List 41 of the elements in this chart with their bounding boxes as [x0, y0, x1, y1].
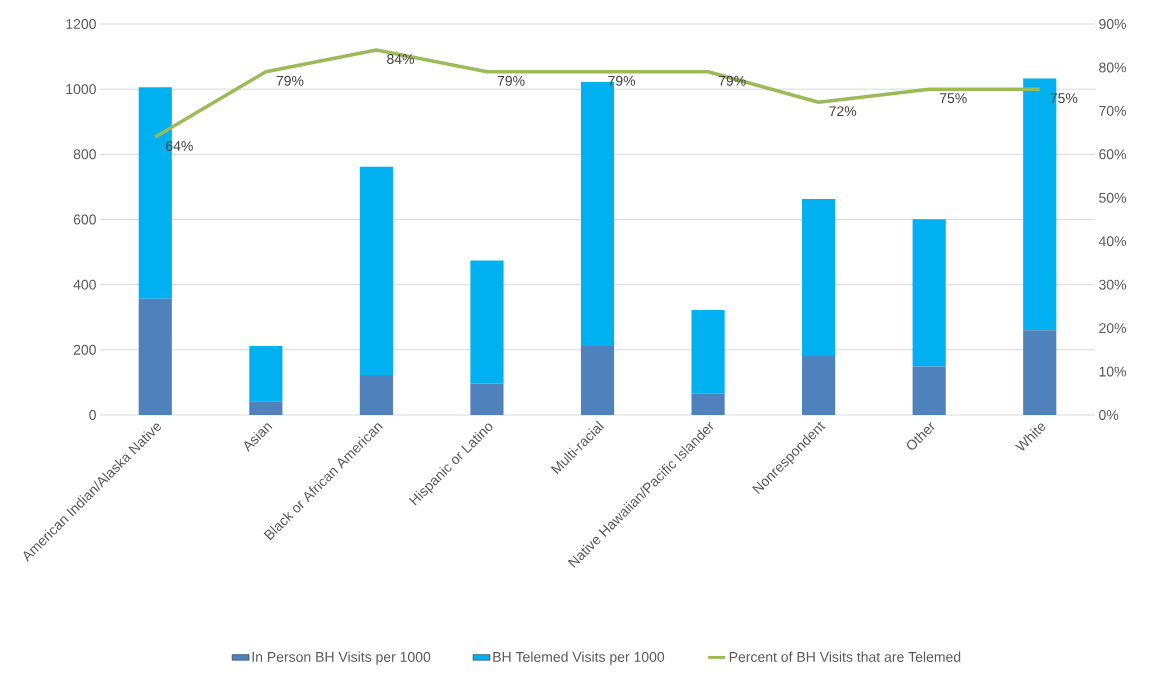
y2-tick-label: 90%: [1099, 19, 1127, 29]
bar: [802, 198, 836, 357]
y2-tick-label: 20%: [1099, 323, 1127, 334]
bar: [691, 393, 725, 415]
data-label: 79%: [608, 75, 636, 86]
data-label: 75%: [939, 93, 967, 104]
bar: [359, 374, 393, 415]
y-tick-label: 400: [73, 279, 96, 290]
y-tick-label: 600: [73, 214, 96, 225]
data-label: 72%: [829, 106, 857, 117]
y2-tick-label: 60%: [1099, 149, 1127, 160]
bar: [138, 298, 172, 415]
bar: [802, 356, 836, 415]
y-tick-label: 1000: [66, 84, 96, 95]
bar: [1023, 330, 1057, 415]
y2-tick-label: 50%: [1099, 192, 1127, 203]
legend-label: BH Telemed Visits per 1000: [493, 651, 665, 665]
bar: [691, 310, 725, 394]
data-label: 79%: [497, 75, 525, 86]
data-label: 84%: [387, 54, 414, 65]
bar: [580, 345, 615, 415]
bar: [470, 383, 504, 415]
y-tick-label: 800: [73, 149, 96, 160]
y-tick-label: 200: [73, 344, 96, 355]
y2-tick-label: 30%: [1099, 279, 1127, 290]
bar: [249, 401, 283, 415]
legend-label: Percent of BH Visits that are Telemed: [729, 651, 961, 662]
bar: [912, 366, 946, 415]
bar: [912, 219, 946, 367]
y2-tick-label: 0%: [1099, 410, 1119, 420]
bar: [470, 260, 504, 384]
y2-tick-label: 40%: [1098, 236, 1127, 247]
y2-tick-label: 80%: [1099, 62, 1127, 73]
y2-tick-label: 70%: [1099, 105, 1127, 116]
legend-label: In Person BH Visits per 1000: [252, 651, 431, 665]
y2-tick-label: 10%: [1099, 366, 1127, 377]
y-tick-label: 1200: [66, 19, 96, 29]
y-tick-label: 0: [89, 410, 96, 420]
bar: [359, 166, 393, 375]
bar: [249, 345, 283, 402]
data-label: 79%: [276, 75, 304, 86]
